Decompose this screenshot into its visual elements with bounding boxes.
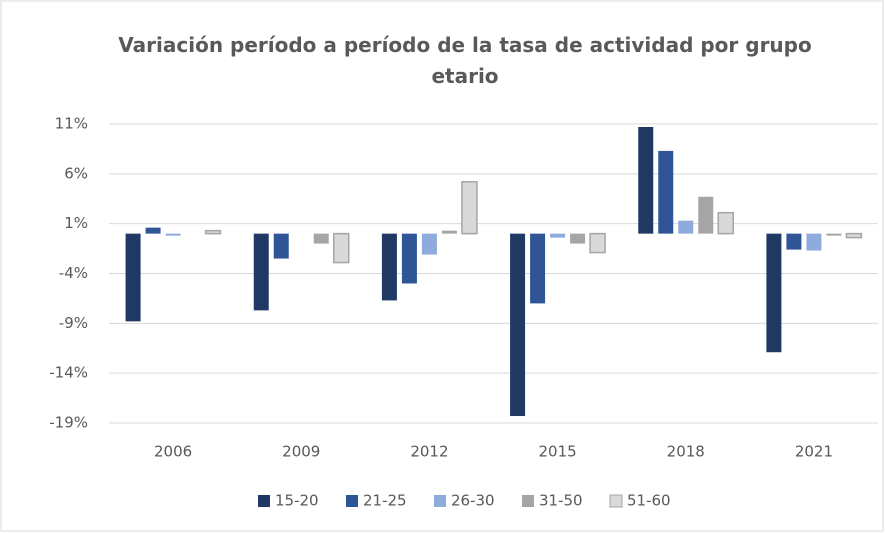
legend-swatch (522, 495, 534, 507)
y-tick-label: -4% (59, 264, 88, 282)
bar (313, 233, 329, 244)
bar (826, 233, 842, 236)
bar (145, 227, 161, 234)
bar (786, 233, 802, 250)
legend-label: 31-50 (539, 492, 583, 510)
bar (698, 196, 714, 234)
x-tick-label: 2021 (795, 443, 833, 461)
y-tick-label: -9% (59, 314, 88, 332)
bar (421, 233, 437, 255)
legend-label: 21-25 (363, 492, 407, 510)
x-tick-label: 2018 (667, 443, 705, 461)
bar (401, 233, 417, 284)
legend-label: 15-20 (275, 492, 319, 510)
bar (253, 233, 269, 311)
legend-swatch (258, 495, 270, 507)
x-tick-label: 2012 (410, 443, 448, 461)
bar (165, 233, 181, 236)
bar (441, 230, 457, 234)
bar (333, 232, 350, 264)
bar (638, 126, 654, 234)
y-tick-label: 11% (55, 115, 88, 133)
bar (204, 229, 222, 235)
y-tick-label: 6% (64, 164, 88, 182)
bar (273, 233, 289, 259)
legend-swatch (434, 495, 446, 507)
bar (530, 233, 546, 304)
bar (717, 211, 734, 235)
chart-title: Variación período a período de la tasa d… (118, 33, 812, 88)
bar (510, 233, 526, 417)
bar (766, 233, 782, 353)
bar (381, 233, 397, 301)
x-tick-label: 2009 (282, 443, 320, 461)
bar (845, 232, 863, 239)
y-tick-label: 1% (64, 214, 88, 232)
bar (125, 233, 141, 322)
legend-swatch (346, 495, 358, 507)
bar (461, 181, 478, 235)
legend-swatch (609, 494, 623, 508)
bar (550, 233, 566, 238)
y-tick-label: -14% (49, 364, 88, 382)
bar (570, 233, 586, 244)
y-tick-label: -19% (49, 414, 88, 432)
x-tick-label: 2015 (538, 443, 576, 461)
bar (678, 220, 694, 234)
legend-label: 51-60 (627, 492, 671, 510)
bar (806, 233, 822, 251)
bar (658, 150, 674, 234)
legend-label: 26-30 (451, 492, 495, 510)
bar (589, 232, 606, 254)
x-tick-label: 2006 (154, 443, 192, 461)
